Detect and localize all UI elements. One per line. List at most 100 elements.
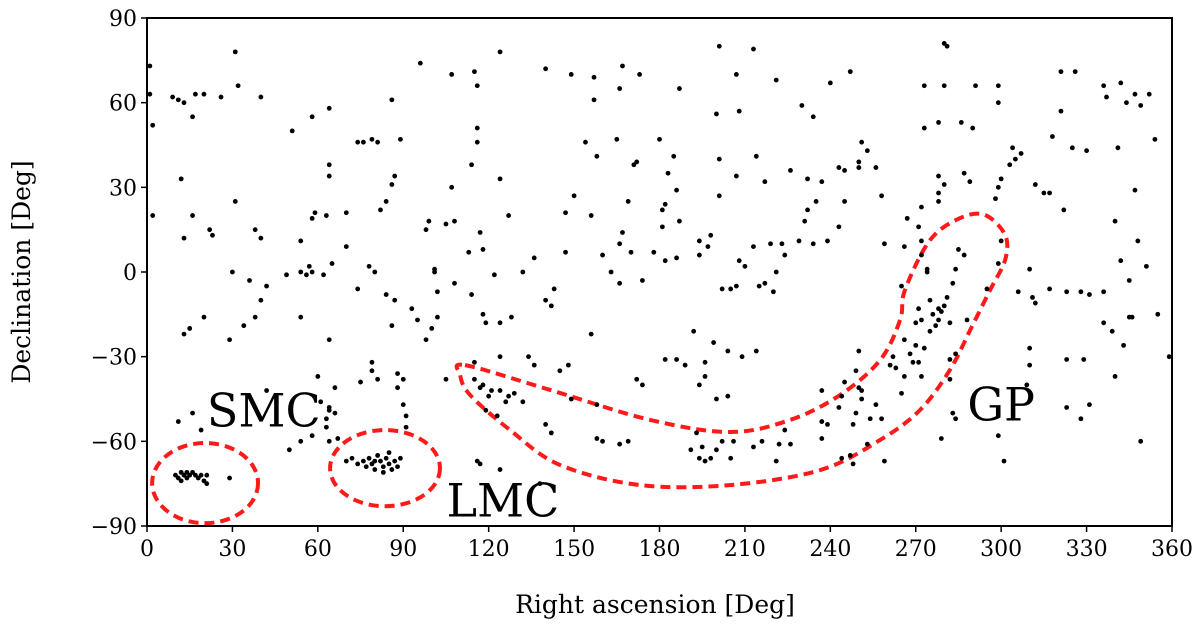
data-point	[568, 72, 574, 77]
data-point	[497, 176, 503, 182]
data-point	[389, 97, 395, 103]
data-point	[286, 447, 292, 453]
data-point	[719, 286, 725, 292]
data-point	[355, 461, 361, 467]
data-point	[452, 280, 457, 286]
data-point	[1126, 278, 1132, 283]
data-point	[449, 72, 455, 77]
data-point	[677, 218, 682, 224]
data-point	[859, 139, 865, 145]
data-point	[483, 407, 489, 413]
data-point	[910, 359, 916, 365]
data-point	[1041, 190, 1047, 196]
data-point	[810, 241, 816, 247]
data-point	[899, 283, 904, 289]
data-point	[864, 441, 870, 447]
data-point	[947, 357, 953, 362]
data-point	[372, 269, 378, 275]
data-point	[796, 238, 802, 244]
data-point	[711, 340, 716, 345]
data-point	[617, 241, 623, 247]
data-point	[614, 136, 620, 142]
data-point	[600, 438, 605, 444]
data-point	[628, 249, 634, 255]
data-point	[867, 416, 873, 422]
data-point	[907, 351, 913, 357]
data-point	[326, 162, 332, 168]
data-point	[873, 402, 879, 408]
data-point	[733, 72, 739, 77]
data-point	[751, 244, 756, 250]
data-point	[662, 201, 668, 207]
data-point	[506, 393, 511, 399]
data-point	[736, 108, 742, 114]
data-point	[1030, 295, 1035, 300]
data-point	[768, 241, 773, 247]
smc-label: SMC	[207, 383, 321, 437]
data-point	[1058, 108, 1064, 114]
data-point	[389, 182, 395, 187]
data-point	[1143, 263, 1149, 269]
data-point	[714, 396, 719, 402]
data-point	[696, 238, 702, 244]
data-point	[375, 139, 381, 145]
data-point	[392, 173, 398, 179]
data-point	[802, 218, 808, 224]
data-point	[398, 455, 403, 461]
data-point	[1050, 134, 1055, 139]
data-point	[691, 328, 697, 334]
data-point	[617, 441, 623, 447]
lmc-label: LMC	[446, 474, 559, 528]
data-point	[1032, 182, 1038, 187]
data-point	[321, 272, 326, 278]
data-point	[901, 337, 907, 343]
data-point	[879, 416, 884, 422]
data-point	[284, 272, 289, 278]
data-point	[756, 283, 762, 289]
data-point	[594, 436, 600, 441]
data-point	[190, 213, 195, 218]
data-point	[825, 238, 830, 244]
data-point	[731, 438, 736, 444]
data-point	[770, 289, 776, 295]
data-point	[378, 207, 383, 213]
data-point	[967, 179, 973, 185]
data-point	[1101, 289, 1107, 295]
data-point	[916, 359, 921, 365]
x-tick-label: 60	[304, 537, 332, 562]
data-point	[201, 91, 207, 97]
data-point	[953, 351, 959, 357]
data-point	[477, 385, 483, 391]
data-point	[921, 83, 927, 89]
data-point	[472, 359, 477, 365]
data-point	[543, 66, 549, 72]
data-point	[1138, 103, 1144, 108]
data-point	[1138, 438, 1144, 444]
data-point	[389, 467, 395, 472]
data-point	[565, 362, 571, 368]
data-point	[620, 230, 625, 235]
axis-ticks: 0 30 60 90 120 150 180 210 240 270 300 330 360906030…	[91, 7, 1193, 562]
data-point	[150, 122, 156, 128]
data-point	[1007, 162, 1013, 168]
data-point	[403, 413, 409, 419]
data-point	[323, 424, 329, 430]
gp-region	[454, 211, 1010, 490]
data-point	[842, 168, 847, 173]
data-point	[825, 422, 830, 427]
data-point	[665, 170, 671, 176]
data-point	[879, 193, 884, 199]
data-point	[497, 49, 503, 55]
data-point	[1155, 311, 1161, 317]
data-point	[218, 94, 224, 100]
data-point	[941, 83, 947, 89]
data-point	[480, 311, 486, 317]
data-point	[1101, 83, 1107, 89]
data-point	[634, 159, 640, 165]
data-point	[659, 224, 665, 230]
data-point	[964, 317, 970, 323]
data-point	[326, 407, 332, 413]
data-point	[936, 317, 941, 323]
data-point	[258, 297, 264, 303]
data-point	[548, 303, 554, 309]
